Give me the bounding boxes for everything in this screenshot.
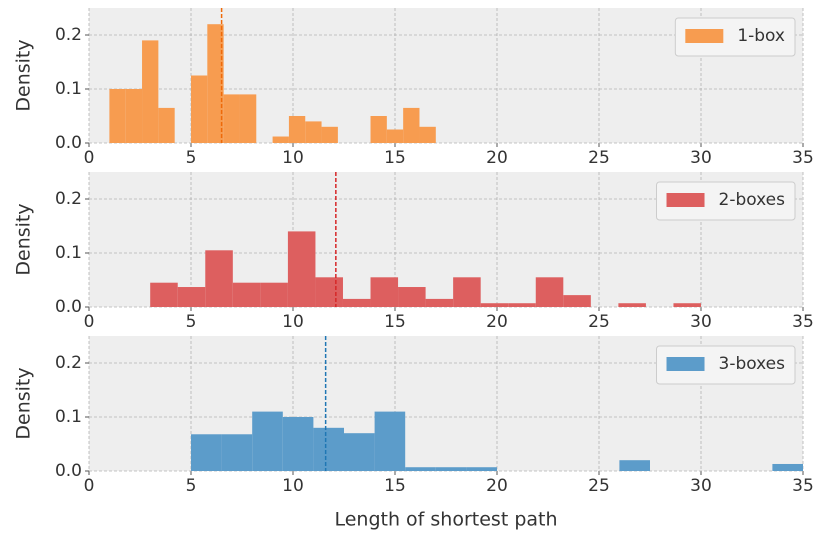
histogram-bar <box>405 467 436 471</box>
histogram-bar <box>772 463 803 471</box>
x-tick-label: 10 <box>282 148 304 168</box>
x-tick-label: 25 <box>588 148 610 168</box>
y-tick-label: 0.1 <box>55 243 82 263</box>
histogram-bar <box>109 89 126 143</box>
histogram-bar <box>272 136 289 143</box>
histogram-bar <box>252 411 283 471</box>
x-tick-label: 5 <box>186 476 197 496</box>
x-tick-label: 35 <box>792 476 814 496</box>
y-tick-label: 0.0 <box>55 297 82 317</box>
histogram-bar <box>282 417 314 471</box>
x-tick-label: 30 <box>690 312 712 332</box>
histogram-bar <box>619 460 650 471</box>
histogram-bar <box>535 277 564 307</box>
x-tick-label: 35 <box>792 148 814 168</box>
histogram-bar <box>403 107 420 143</box>
histogram-bar <box>321 126 338 143</box>
histogram-bar <box>342 298 371 307</box>
histogram-bar <box>374 411 406 471</box>
x-tick-label: 30 <box>690 148 712 168</box>
histogram-bar <box>260 282 288 307</box>
x-tick-label: 15 <box>384 148 406 168</box>
histogram-bar <box>673 303 701 307</box>
histogram-bar <box>305 121 322 143</box>
y-axis-label: Density <box>13 39 35 111</box>
y-axis-label: Density <box>13 203 35 275</box>
histogram-bar <box>315 277 343 307</box>
histogram-bar <box>344 433 375 471</box>
legend-swatch <box>685 29 724 43</box>
histogram-bar <box>207 24 224 144</box>
x-tick-label: 10 <box>282 312 304 332</box>
x-tick-label: 15 <box>384 312 406 332</box>
histogram-bar <box>370 277 399 307</box>
histogram-bar <box>142 40 159 143</box>
legend-swatch <box>666 357 705 371</box>
histogram-bar <box>425 298 454 307</box>
histogram-bar <box>158 107 175 143</box>
histogram-bar <box>177 287 206 307</box>
histogram-bar <box>191 75 208 143</box>
y-axis-label: Density <box>13 367 35 439</box>
legend-swatch <box>666 193 705 207</box>
legend-label: 3-boxes <box>719 354 786 374</box>
histogram-bar <box>223 94 240 143</box>
y-tick-label: 0.0 <box>55 461 82 481</box>
x-tick-label: 25 <box>588 476 610 496</box>
y-tick-label: 0.2 <box>55 25 82 45</box>
y-tick-label: 0.1 <box>55 407 82 427</box>
histogram-bar <box>287 231 316 307</box>
x-tick-label: 0 <box>84 476 95 496</box>
x-tick-label: 10 <box>282 476 304 496</box>
histogram-bar <box>313 427 344 471</box>
histogram-bar <box>288 116 306 143</box>
x-tick-label: 5 <box>186 148 197 168</box>
y-tick-label: 0.0 <box>55 133 82 153</box>
histogram-bar <box>398 287 426 307</box>
x-tick-label: 0 <box>84 312 95 332</box>
legend-label: 1-box <box>737 26 785 46</box>
histogram-bar <box>419 126 436 143</box>
legend-box <box>656 345 796 385</box>
x-tick-label: 20 <box>486 312 508 332</box>
x-tick-label: 30 <box>690 476 712 496</box>
y-tick-label: 0.2 <box>55 189 82 209</box>
y-tick-label: 0.2 <box>55 353 82 373</box>
x-tick-label: 25 <box>588 312 610 332</box>
histogram-bar <box>221 434 253 471</box>
x-tick-label: 15 <box>384 476 406 496</box>
histogram-bar <box>480 303 509 307</box>
x-tick-label: 5 <box>186 312 197 332</box>
x-tick-label: 35 <box>792 312 814 332</box>
legend-box <box>656 181 796 221</box>
histogram-bar <box>125 89 143 143</box>
legend-box <box>674 17 796 57</box>
histogram-bar <box>239 94 257 143</box>
histogram-bar <box>453 277 481 307</box>
y-tick-label: 0.1 <box>55 79 82 99</box>
histogram-bar <box>205 250 233 307</box>
legend-label: 2-boxes <box>719 190 786 210</box>
x-tick-label: 20 <box>486 148 508 168</box>
histogram-bar <box>370 116 387 143</box>
histogram-bar <box>386 129 404 143</box>
histogram-bar <box>232 282 261 307</box>
histogram-bar <box>191 434 222 471</box>
histogram-bar <box>466 467 497 471</box>
x-tick-label: 0 <box>84 148 95 168</box>
histogram-bar <box>618 303 646 307</box>
histogram-bar <box>435 467 467 471</box>
histogram-bar <box>563 295 591 307</box>
x-tick-label: 20 <box>486 476 508 496</box>
histogram-bar <box>150 282 178 307</box>
histogram-bar <box>508 303 536 307</box>
x-axis-label: Length of shortest path <box>334 509 557 531</box>
